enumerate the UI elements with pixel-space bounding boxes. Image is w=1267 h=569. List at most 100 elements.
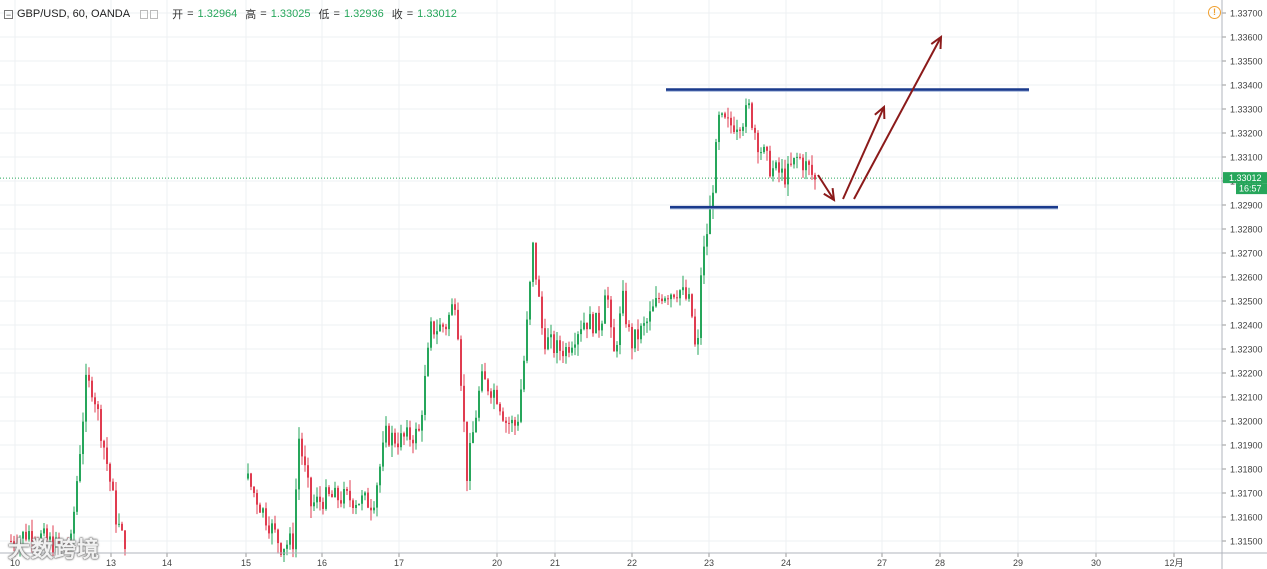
- candle-body: [85, 374, 87, 422]
- candle: [442, 322, 444, 333]
- candle: [298, 427, 300, 501]
- candle-body: [442, 324, 444, 327]
- candle-body: [349, 490, 351, 501]
- candle: [724, 111, 726, 119]
- candle: [394, 428, 396, 448]
- candle-body: [253, 486, 255, 493]
- candle: [697, 329, 699, 355]
- legend-controls[interactable]: [140, 9, 159, 19]
- candle-body: [529, 281, 531, 320]
- candle-body: [778, 162, 780, 173]
- x-tick-label: 15: [241, 558, 251, 568]
- y-tick-label: 1.33700: [1230, 9, 1263, 19]
- candle-body: [550, 334, 552, 338]
- candle-body: [328, 487, 330, 494]
- candle-body: [43, 528, 45, 534]
- candle: [544, 318, 546, 355]
- candle-body: [712, 192, 714, 208]
- y-tick-label: 1.31900: [1230, 441, 1263, 451]
- close-label: 收: [391, 9, 403, 21]
- collapse-icon[interactable]: −: [4, 9, 13, 20]
- candle: [355, 500, 357, 515]
- candle: [787, 156, 789, 197]
- candle: [46, 524, 48, 542]
- candle: [349, 480, 351, 508]
- low-value: 1.32936: [343, 8, 384, 20]
- candle-body: [19, 538, 21, 548]
- candle-body: [409, 427, 411, 440]
- candle-body: [586, 322, 588, 330]
- candle-body: [526, 319, 528, 361]
- candle: [508, 416, 510, 434]
- candle-body: [316, 496, 318, 503]
- candle-body: [802, 157, 804, 171]
- candle-body: [67, 545, 69, 547]
- candle: [661, 294, 663, 305]
- y-tick-label: 1.32200: [1230, 369, 1263, 379]
- candle: [580, 320, 582, 342]
- trend-arrow[interactable]: [842, 106, 885, 200]
- candle-body: [625, 290, 627, 325]
- candle-body: [643, 323, 645, 326]
- candle-body: [307, 465, 309, 478]
- candle-body: [355, 504, 357, 509]
- candle: [88, 367, 90, 388]
- candle: [322, 497, 324, 515]
- settings-icon[interactable]: [150, 9, 159, 19]
- candle-body: [403, 433, 405, 437]
- candle-body: [106, 447, 108, 464]
- candle: [490, 388, 492, 404]
- trend-arrow[interactable]: [817, 174, 835, 201]
- candle: [433, 320, 435, 339]
- candle: [622, 280, 624, 317]
- candle-body: [667, 298, 669, 300]
- candle: [733, 116, 735, 134]
- y-tick-label: 1.32700: [1230, 249, 1263, 259]
- countdown-label: 16:57: [1239, 184, 1262, 194]
- candle: [256, 489, 258, 515]
- candle-body: [373, 507, 375, 511]
- candle-body: [304, 456, 306, 466]
- candle-body: [70, 533, 72, 546]
- candle: [637, 319, 639, 352]
- candle: [367, 487, 369, 509]
- candle-body: [445, 326, 447, 330]
- candle-body: [97, 404, 99, 410]
- candle-body: [676, 297, 678, 299]
- eye-icon[interactable]: [140, 9, 149, 19]
- candle-body: [382, 442, 384, 467]
- candle: [415, 422, 417, 450]
- candle-body: [583, 322, 585, 330]
- candle: [91, 376, 93, 402]
- candle-body: [478, 390, 480, 418]
- candle: [85, 363, 87, 432]
- candle: [22, 530, 24, 545]
- candle-body: [745, 105, 747, 127]
- candle-body: [649, 311, 651, 322]
- candle-body: [796, 156, 798, 158]
- candle: [376, 482, 378, 517]
- symbol-label[interactable]: GBP/USD, 60, OANDA: [17, 8, 131, 20]
- candle: [277, 528, 279, 554]
- candle-body: [358, 503, 360, 505]
- candle-body: [781, 168, 783, 173]
- candle: [706, 223, 708, 256]
- warning-icon[interactable]: !: [1208, 6, 1221, 19]
- candle: [805, 151, 807, 180]
- candle-body: [715, 142, 717, 193]
- candle-body: [25, 531, 27, 540]
- candle-body: [553, 334, 555, 354]
- candle-body: [619, 313, 621, 345]
- candle: [496, 385, 498, 405]
- candle-body: [721, 113, 723, 115]
- candle: [427, 342, 429, 377]
- candle-body: [406, 427, 408, 437]
- watermark-logo: 大数跨境: [8, 537, 101, 562]
- candle: [520, 379, 522, 424]
- trend-arrow[interactable]: [853, 36, 942, 200]
- candle-body: [700, 275, 702, 338]
- candle-body: [100, 409, 102, 441]
